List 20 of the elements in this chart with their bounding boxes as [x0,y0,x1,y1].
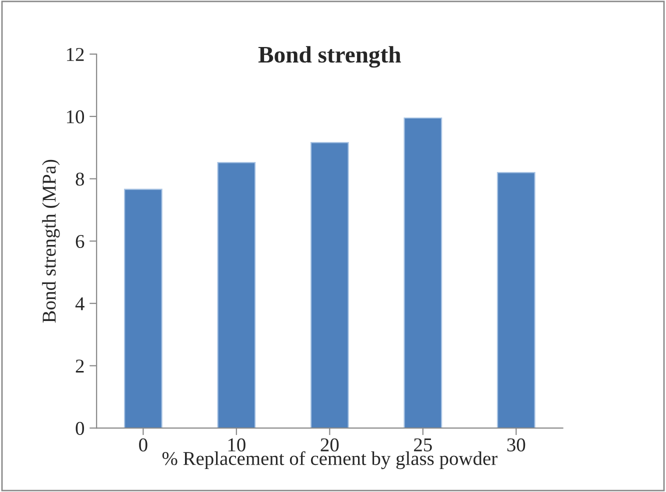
chart-title: Bond strength [258,46,401,68]
bar [217,162,256,428]
y-tick-label: 6 [76,234,84,248]
x-tick-label: 20 [320,438,339,452]
y-axis-title: Bond strength (MPa) [42,160,60,323]
bar [310,142,349,428]
y-tick-label: 2 [76,360,84,372]
y-tick-label: 4 [75,297,84,310]
x-tick-label: 0 [139,438,148,452]
y-tick-label: 12 [67,48,84,61]
y-tick-label: 8 [76,172,84,186]
bar [124,188,162,428]
bar [404,117,442,428]
bar [496,172,536,428]
y-tick-label: 0 [76,422,84,435]
x-axis-title: % Replacement of cement by glass powder [162,451,498,470]
x-tick-label: 25 [414,438,432,452]
x-tick-label: 10 [228,438,246,452]
x-tick-label: 30 [507,438,526,452]
y-tick-label: 10 [67,110,84,124]
